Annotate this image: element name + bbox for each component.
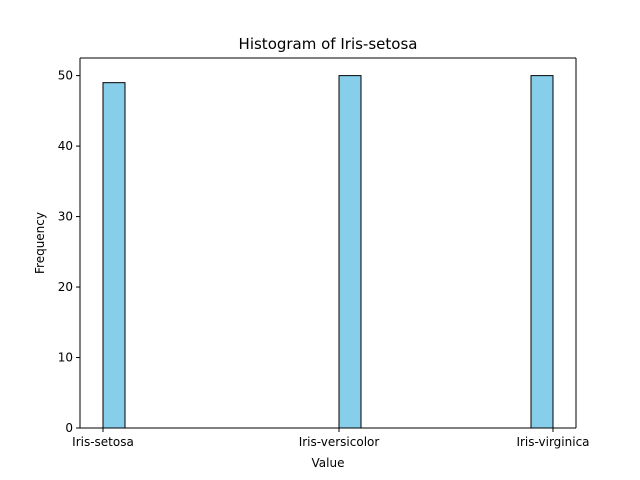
y-axis-ticks: 0 10 20 30 40 50 — [58, 69, 80, 435]
x-tick-label: Iris-versicolor — [299, 435, 380, 449]
y-tick-label: 10 — [58, 351, 73, 365]
y-tick-label: 30 — [58, 210, 73, 224]
y-tick-label: 20 — [58, 280, 73, 294]
plot-area — [80, 58, 576, 428]
y-tick-label: 50 — [58, 69, 73, 83]
x-axis-label: Value — [312, 456, 345, 470]
y-axis-label: Frequency — [33, 212, 47, 274]
x-tick-label: Iris-virginica — [516, 435, 589, 449]
x-axis-ticks: Iris-setosa Iris-versicolor Iris-virginica — [72, 428, 590, 449]
bar-iris-setosa — [102, 82, 126, 429]
chart-title: Histogram of Iris-setosa — [239, 35, 418, 53]
y-tick-label: 40 — [58, 139, 73, 153]
bar-iris-virginica — [530, 75, 554, 429]
x-tick-label: Iris-setosa — [72, 435, 134, 449]
y-tick-label: 0 — [65, 421, 73, 435]
bar-iris-versicolor — [338, 75, 362, 429]
bars-group — [102, 75, 554, 429]
